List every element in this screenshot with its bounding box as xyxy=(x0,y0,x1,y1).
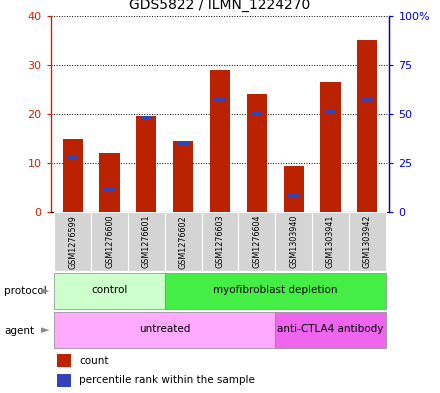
Text: GSM1276604: GSM1276604 xyxy=(252,215,261,268)
Bar xyxy=(173,141,193,212)
Bar xyxy=(247,94,267,212)
Bar xyxy=(238,212,275,271)
Text: count: count xyxy=(79,356,109,365)
Bar xyxy=(104,187,115,191)
Text: GSM1276600: GSM1276600 xyxy=(105,215,114,268)
Bar xyxy=(202,212,238,271)
Text: ►: ► xyxy=(41,286,49,296)
Bar xyxy=(54,312,275,348)
Bar xyxy=(165,273,386,309)
Bar xyxy=(357,40,378,212)
Bar xyxy=(275,312,386,348)
Text: GSM1303942: GSM1303942 xyxy=(363,215,372,268)
Bar xyxy=(349,212,386,271)
Text: percentile rank within the sample: percentile rank within the sample xyxy=(79,375,255,385)
Text: GSM1303941: GSM1303941 xyxy=(326,215,335,268)
Bar xyxy=(67,155,78,159)
Bar xyxy=(91,212,128,271)
Bar xyxy=(178,141,189,145)
Bar xyxy=(283,165,304,212)
Text: GSM1276602: GSM1276602 xyxy=(179,215,188,268)
Bar xyxy=(325,109,336,113)
Bar xyxy=(128,212,165,271)
Text: myofibroblast depletion: myofibroblast depletion xyxy=(213,285,337,295)
Text: ►: ► xyxy=(41,325,49,336)
Bar xyxy=(54,273,165,309)
Title: GDS5822 / ILMN_1224270: GDS5822 / ILMN_1224270 xyxy=(129,0,311,12)
Text: anti-CTLA4 antibody: anti-CTLA4 antibody xyxy=(277,324,384,334)
Text: GSM1276603: GSM1276603 xyxy=(216,215,224,268)
Text: GSM1303940: GSM1303940 xyxy=(289,215,298,268)
Bar xyxy=(251,112,262,116)
Bar xyxy=(57,373,71,387)
Bar xyxy=(136,116,157,212)
Bar xyxy=(275,212,312,271)
Bar xyxy=(62,138,83,212)
Text: GSM1276601: GSM1276601 xyxy=(142,215,151,268)
Bar xyxy=(141,116,152,120)
Bar xyxy=(288,193,299,196)
Bar xyxy=(214,98,226,102)
Text: control: control xyxy=(92,285,128,295)
Bar xyxy=(362,98,373,102)
Text: untreated: untreated xyxy=(139,324,191,334)
Bar xyxy=(54,212,91,271)
Bar xyxy=(57,354,71,367)
Text: protocol: protocol xyxy=(4,286,47,296)
Bar xyxy=(320,82,341,212)
Text: GSM1276599: GSM1276599 xyxy=(68,215,77,269)
Bar xyxy=(210,70,230,212)
Text: agent: agent xyxy=(4,325,34,336)
Bar xyxy=(312,212,349,271)
Bar xyxy=(165,212,202,271)
Bar xyxy=(99,153,120,212)
